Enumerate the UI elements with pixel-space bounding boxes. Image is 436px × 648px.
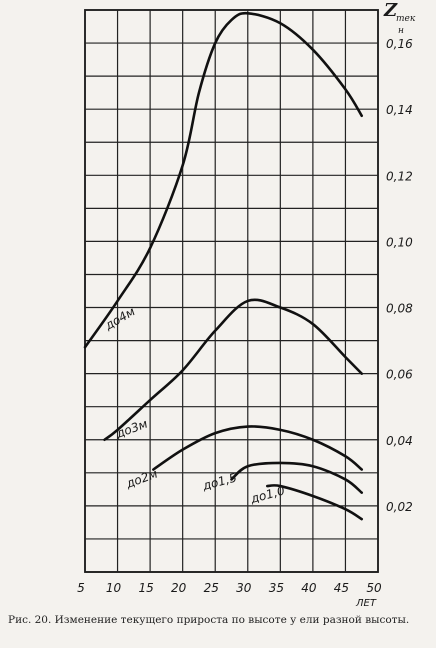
- chart: Z тек н ЛЕТ 5 10 15 20 25 30 35 40 45 50 0,02 0,04 0…: [77, 0, 416, 609]
- curve: [83, 11, 364, 349]
- y-axis-label: Z: [383, 0, 398, 21]
- x-tick-label: 15: [138, 581, 153, 595]
- x-tick-label: 30: [236, 581, 252, 595]
- series-label: до4м: [102, 304, 138, 333]
- y-tick-label: 0,02: [386, 500, 413, 514]
- x-tick-label: 45: [334, 581, 349, 595]
- y-tick-label: 0,14: [386, 103, 413, 117]
- y-tick-label: 0,12: [386, 169, 413, 183]
- curve: [230, 461, 364, 494]
- series-label: до2м: [123, 467, 159, 492]
- y-axis-label-sub: тек: [396, 14, 416, 24]
- series-label: до3м: [113, 417, 149, 442]
- y-tick-label: 0,16: [386, 37, 413, 51]
- x-tick-label: 10: [106, 581, 122, 595]
- y-axis-label-sub: н: [398, 26, 404, 36]
- y-tick-label: 0,08: [386, 302, 413, 316]
- x-tick-label: 25: [204, 581, 219, 595]
- x-axis-label: ЛЕТ: [355, 598, 377, 609]
- x-tick-label: 50: [366, 581, 382, 595]
- x-tick-label: 20: [171, 581, 187, 595]
- curve: [103, 298, 364, 442]
- x-tick-label: 35: [269, 581, 284, 595]
- y-tick-label: 0,10: [386, 235, 413, 249]
- x-tick-label: 5: [77, 581, 85, 595]
- x-tick-label: 40: [301, 581, 317, 595]
- caption: Рис. 20. Изменение текущего прироста по …: [8, 614, 410, 626]
- y-tick-label: 0,04: [386, 434, 413, 448]
- series-label: до1,5: [200, 470, 238, 493]
- curve: [266, 484, 364, 521]
- curve: [152, 425, 364, 471]
- y-tick-label: 0,06: [386, 368, 413, 382]
